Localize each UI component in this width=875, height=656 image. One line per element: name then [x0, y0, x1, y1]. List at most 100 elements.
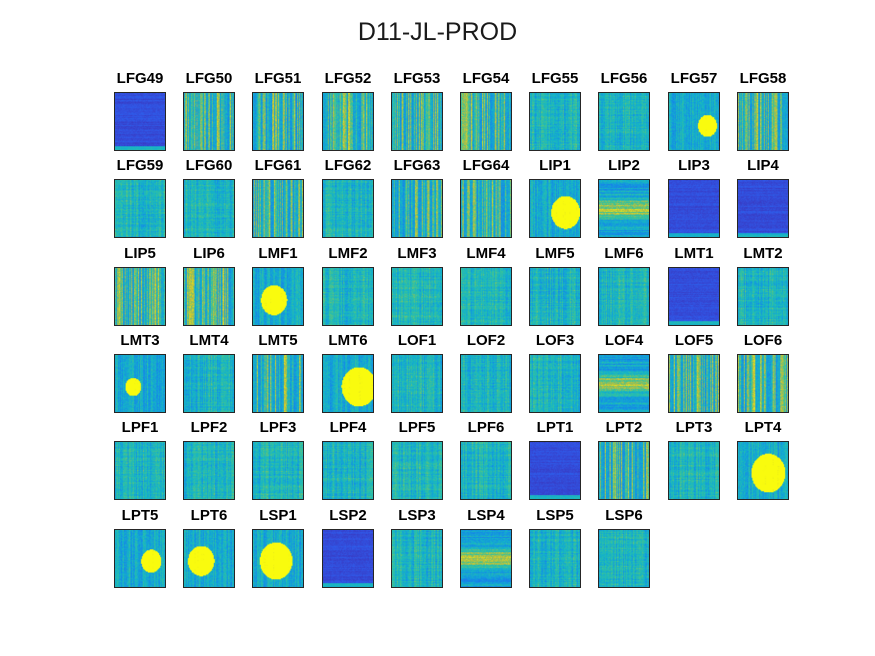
panel-title: LIP4 [747, 157, 779, 174]
heatmap-panel [598, 267, 650, 326]
panel-title: LFG59 [116, 157, 164, 174]
panel-title: LMT4 [189, 332, 229, 349]
panel-title: LPT1 [536, 419, 574, 436]
heatmap-panel [668, 441, 720, 500]
heatmap-panel [737, 441, 789, 500]
heatmap-panel [322, 179, 374, 238]
panel-title: LPT4 [744, 419, 782, 436]
panel-title: LFG51 [254, 70, 302, 87]
panel-title: LFG50 [185, 70, 233, 87]
panel-title: LFG54 [462, 70, 510, 87]
heatmap-panel [460, 92, 512, 151]
panel-title: LIP6 [193, 245, 225, 262]
panel-title: LFG64 [462, 157, 510, 174]
heatmap-panel [529, 92, 581, 151]
heatmap-panel [529, 529, 581, 588]
heatmap-panel [322, 354, 374, 413]
heatmap-panel [598, 354, 650, 413]
heatmap-panel [460, 441, 512, 500]
heatmap-panel [529, 179, 581, 238]
heatmap-panel [183, 354, 235, 413]
panel-title: LPF2 [190, 419, 228, 436]
panel-title: LMF6 [604, 245, 644, 262]
heatmap-panel [183, 267, 235, 326]
heatmap-panel [322, 529, 374, 588]
panel-title: LFG56 [600, 70, 648, 87]
heatmap-panel [529, 354, 581, 413]
panel-title: LFG49 [116, 70, 164, 87]
panel-title: LFG63 [393, 157, 441, 174]
panel-title: LSP1 [259, 507, 297, 524]
heatmap-panel [252, 529, 304, 588]
heatmap-panel [183, 529, 235, 588]
heatmap-panel [668, 267, 720, 326]
heatmap-panel [598, 179, 650, 238]
panel-title: LFG52 [324, 70, 372, 87]
heatmap-panel [391, 92, 443, 151]
panel-title: LPF3 [259, 419, 297, 436]
panel-title: LIP1 [539, 157, 571, 174]
panel-title: LOF2 [466, 332, 506, 349]
panel-title: LPT5 [121, 507, 159, 524]
panel-title: LMF4 [466, 245, 506, 262]
heatmap-panel [114, 529, 166, 588]
panel-title: LOF6 [743, 332, 783, 349]
heatmap-panel [460, 354, 512, 413]
panel-title: LMF3 [397, 245, 437, 262]
heatmap-panel [737, 267, 789, 326]
panel-title: LPT6 [190, 507, 228, 524]
panel-title: LSP5 [536, 507, 574, 524]
heatmap-panel [252, 267, 304, 326]
heatmap-panel [460, 267, 512, 326]
panel-title: LOF4 [604, 332, 644, 349]
heatmap-panel [252, 441, 304, 500]
heatmap-panel [391, 529, 443, 588]
panel-title: LFG58 [739, 70, 787, 87]
panel-title: LIP2 [608, 157, 640, 174]
heatmap-panel [114, 267, 166, 326]
heatmap-panel [460, 179, 512, 238]
heatmap-panel [668, 179, 720, 238]
panel-title: LMT3 [120, 332, 160, 349]
heatmap-panel [114, 441, 166, 500]
heatmap-panel [598, 529, 650, 588]
panel-title: LFG60 [185, 157, 233, 174]
panel-title: LMT6 [328, 332, 368, 349]
panel-title: LIP3 [678, 157, 710, 174]
panel-title: LPF4 [329, 419, 367, 436]
heatmap-panel [183, 179, 235, 238]
panel-title: LMT1 [674, 245, 714, 262]
panel-title: LPT2 [605, 419, 643, 436]
heatmap-panel [737, 92, 789, 151]
heatmap-panel [252, 92, 304, 151]
panel-title: LPT3 [675, 419, 713, 436]
heatmap-panel [322, 267, 374, 326]
heatmap-panel [322, 441, 374, 500]
heatmap-panel [322, 92, 374, 151]
panel-title: LMF2 [328, 245, 368, 262]
panel-title: LMF1 [258, 245, 298, 262]
heatmap-panel [668, 354, 720, 413]
panel-title: LFG57 [670, 70, 718, 87]
heatmap-panel [737, 354, 789, 413]
heatmap-panel [529, 267, 581, 326]
heatmap-panel [114, 92, 166, 151]
heatmap-panel [529, 441, 581, 500]
panel-title: LMF5 [535, 245, 575, 262]
panel-title: LSP2 [329, 507, 367, 524]
heatmap-panel [252, 354, 304, 413]
panel-title: LSP4 [467, 507, 505, 524]
panel-title: LSP6 [605, 507, 643, 524]
heatmap-panel [598, 441, 650, 500]
heatmap-panel [737, 179, 789, 238]
panel-title: LFG55 [531, 70, 579, 87]
panel-title: LIP5 [124, 245, 156, 262]
panel-title: LOF3 [535, 332, 575, 349]
panel-title: LSP3 [398, 507, 436, 524]
panel-title: LFG53 [393, 70, 441, 87]
heatmap-panel [183, 441, 235, 500]
panel-title: LPF5 [398, 419, 436, 436]
panel-title: LFG62 [324, 157, 372, 174]
heatmap-panel [391, 354, 443, 413]
